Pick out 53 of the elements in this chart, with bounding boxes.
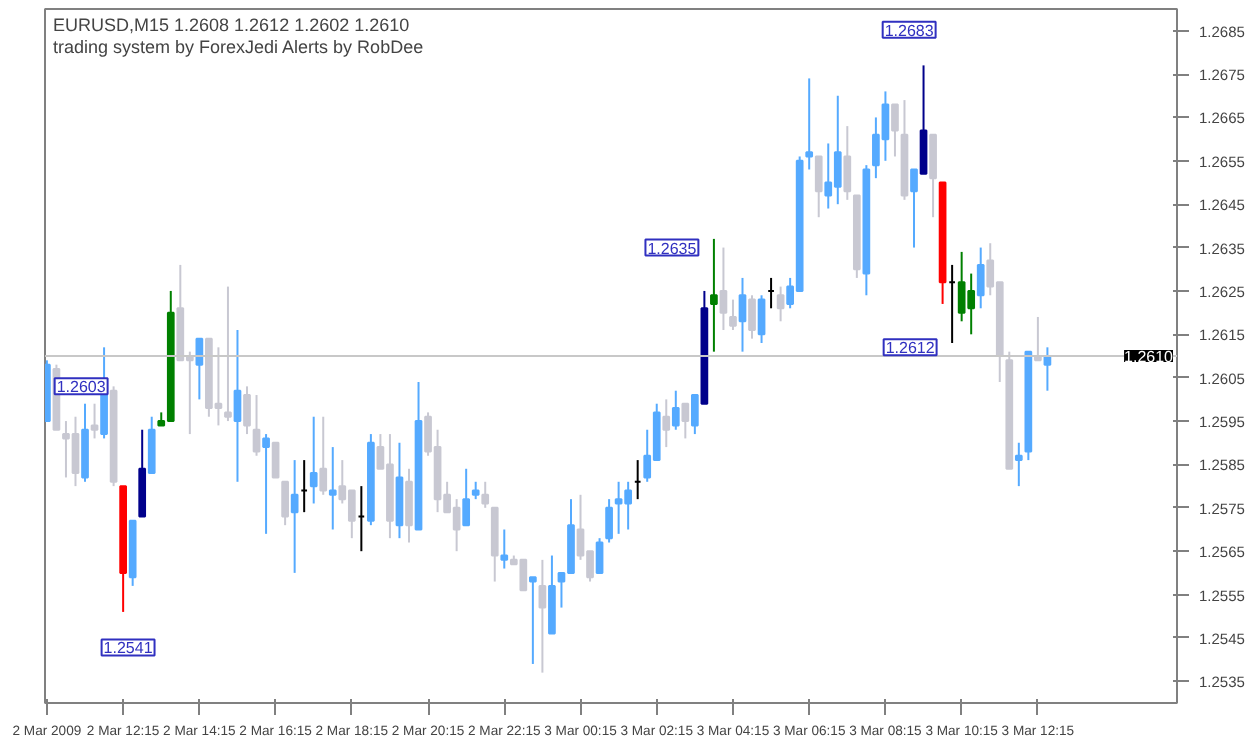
candlestick: [757, 294, 766, 344]
annotation: 1.2683: [884, 21, 935, 40]
candlestick: [90, 402, 99, 440]
candlestick: [729, 298, 737, 331]
candlestick: [776, 285, 785, 323]
candlestick: [710, 237, 718, 353]
candlestick: [138, 428, 147, 518]
candlestick: [919, 64, 928, 175]
annotation: 1.2603: [56, 378, 107, 397]
annotation: 1.2635: [647, 239, 698, 258]
annotation: 1.2541: [103, 639, 154, 658]
annotation: 1.2612: [885, 339, 936, 358]
candlestick: [738, 276, 747, 353]
candlestick: [243, 385, 251, 436]
candlestick: [910, 168, 918, 249]
candlestick: [395, 441, 404, 540]
candlestick: [405, 467, 413, 544]
candlestick: [490, 506, 499, 583]
candlestick: [548, 554, 556, 635]
text: trading system by ForexJedi Alerts by RobDee: [53, 37, 424, 57]
candlestick: [233, 328, 242, 483]
candlestick: [281, 480, 289, 527]
chart-title: EURUSD,M15 1.2608 1.2612 1.2602 1.2610: [53, 15, 410, 35]
candlestick: [814, 155, 823, 219]
candlestick: [147, 415, 156, 475]
candlestick: [271, 441, 280, 479]
candlestick: [309, 415, 318, 505]
candlestick: [929, 133, 937, 219]
candlestick: [529, 576, 537, 665]
ref-line-label: 1.2610: [1124, 348, 1175, 366]
candlestick: [462, 467, 471, 527]
candlestick: [252, 394, 261, 457]
candlestick: [976, 246, 985, 310]
candlestick: [1014, 441, 1023, 488]
candlestick: [605, 498, 613, 544]
candlestick: [262, 433, 270, 535]
candlestick: [671, 389, 680, 431]
candlestick: [681, 402, 690, 440]
candlestick: [319, 415, 328, 496]
candlestick: [805, 77, 814, 171]
candlestick: [690, 394, 699, 436]
candlestick: [891, 103, 899, 158]
candlestick: [328, 446, 337, 531]
candlestick: [500, 528, 509, 570]
candlestick: [595, 537, 604, 574]
candlestick: [538, 558, 547, 674]
candlestick: [843, 125, 852, 201]
candlestick: [719, 246, 728, 331]
candlestick: [748, 294, 756, 340]
candlestick: [81, 402, 89, 483]
candlestick: [481, 480, 490, 509]
candlestick: [662, 398, 671, 449]
candlestick: [290, 459, 299, 574]
